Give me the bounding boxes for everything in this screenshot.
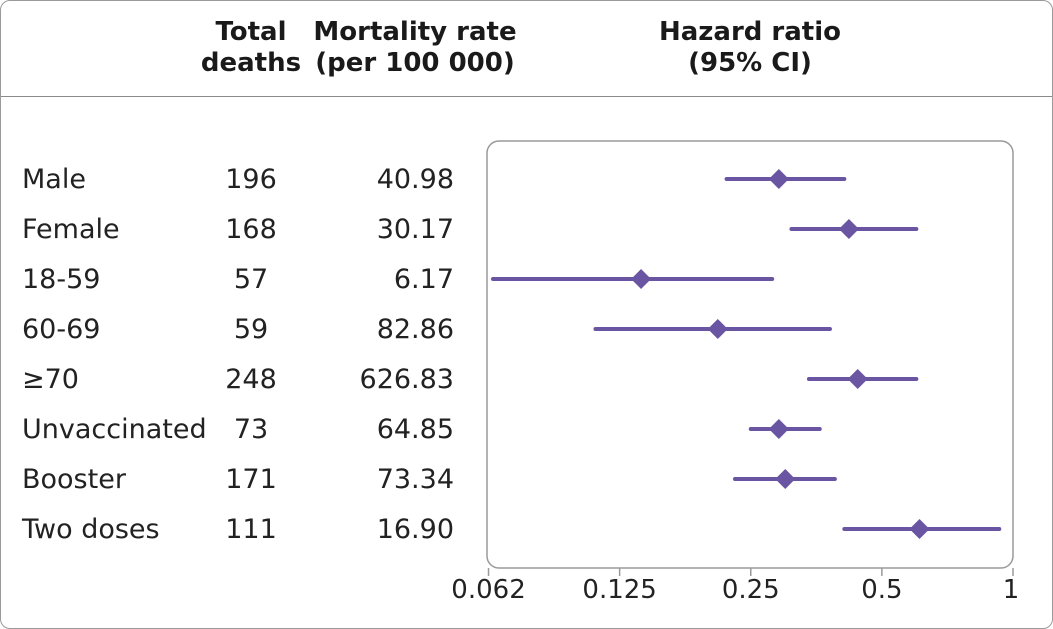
row-deaths: 57 [233, 264, 269, 295]
x-axis: 0.062 0.125 0.25 0.5 1 [451, 568, 1019, 605]
x-tick-label: 0.25 [722, 575, 780, 605]
row-deaths: 248 [225, 364, 277, 395]
row-deaths: 73 [233, 414, 269, 445]
row-deaths: 111 [225, 514, 277, 545]
header-mortality-rate-line1: Mortality rate [313, 17, 517, 47]
header-mortality-rate-line2: (per 100 000) [315, 48, 515, 78]
x-tick-label: 0.125 [582, 575, 656, 605]
row-rate: 626.83 [359, 364, 454, 395]
x-tick-label: 1 [1003, 575, 1020, 605]
x-tick-label: 0.062 [451, 575, 525, 605]
row-rate: 73.34 [376, 464, 454, 495]
hazard-ratio-marker [631, 269, 652, 289]
row-rate: 64.85 [376, 414, 454, 445]
header-total-deaths-line1: Total [215, 17, 287, 47]
row-rate: 82.86 [376, 314, 454, 345]
row-label: 18-59 [22, 264, 101, 295]
header-divider [1, 96, 1052, 97]
row-label: Booster [22, 464, 126, 495]
row-rate: 6.17 [393, 264, 454, 295]
header-hazard-ratio-line2: (95% CI) [688, 48, 812, 78]
plot-marks [491, 169, 1002, 539]
header-total-deaths: Total deaths [196, 17, 306, 79]
row-rate: 30.17 [376, 214, 454, 245]
hazard-ratio-marker [768, 169, 789, 189]
header-mortality-rate: Mortality rate (per 100 000) [308, 17, 522, 79]
hazard-ratio-marker [768, 419, 789, 439]
x-tick-label: 0.5 [861, 575, 902, 605]
row-label: 60-69 [22, 314, 101, 345]
row-label: Unvaccinated [22, 414, 207, 445]
plot-frame [486, 140, 1014, 569]
hazard-ratio-marker [838, 219, 859, 239]
row-deaths: 168 [225, 214, 277, 245]
row-rate: 16.90 [376, 514, 454, 545]
row-deaths: 196 [225, 164, 277, 195]
row-label: Female [22, 214, 120, 245]
hazard-ratio-marker [775, 469, 796, 489]
hazard-ratio-marker [909, 519, 930, 539]
row-rate: 40.98 [376, 164, 454, 195]
header-hazard-ratio: Hazard ratio (95% CI) [620, 17, 880, 79]
row-label: Two doses [22, 514, 160, 545]
header-total-deaths-line2: deaths [200, 48, 302, 78]
row-deaths: 59 [233, 314, 269, 345]
row-label: ≥70 [22, 364, 79, 395]
header-hazard-ratio-line1: Hazard ratio [658, 17, 842, 47]
hazard-ratio-marker [847, 369, 868, 389]
row-label: Male [22, 164, 86, 195]
hazard-ratio-marker [707, 319, 728, 339]
row-deaths: 171 [225, 464, 277, 495]
